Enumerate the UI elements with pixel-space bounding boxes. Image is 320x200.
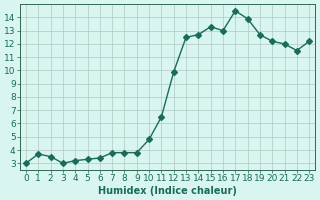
X-axis label: Humidex (Indice chaleur): Humidex (Indice chaleur) xyxy=(98,186,237,196)
